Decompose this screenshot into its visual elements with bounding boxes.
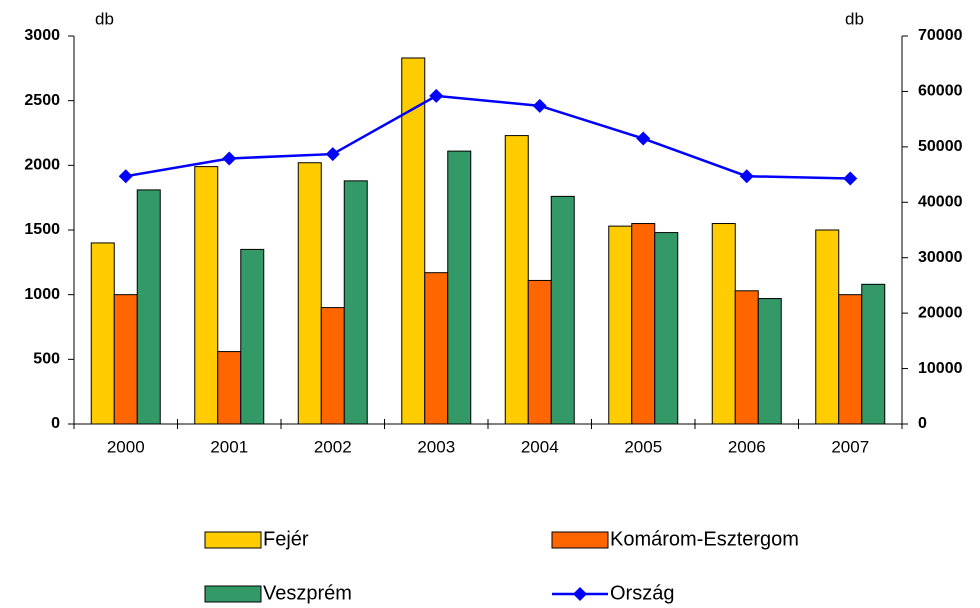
bar	[320, 307, 345, 425]
y2-tick-label: 20000	[918, 304, 963, 321]
line	[125, 94, 851, 180]
x-tick-label: 2007	[831, 437, 869, 456]
bar	[757, 298, 782, 425]
y2-tick-label: 30000	[918, 249, 963, 266]
y-tick-label: 1500	[24, 221, 60, 238]
y2-tick-label: 70000	[918, 27, 963, 44]
bar	[217, 351, 242, 425]
bar	[297, 162, 322, 425]
legend-swatch	[551, 531, 609, 549]
bar	[113, 294, 138, 425]
bar	[194, 166, 219, 425]
bar	[838, 294, 863, 425]
x-tick-label: 2006	[728, 437, 766, 456]
bar	[343, 180, 368, 425]
bar	[815, 229, 840, 425]
y2-unit: db	[845, 9, 864, 28]
bar	[401, 57, 426, 425]
y-tick-label: 2500	[24, 92, 60, 109]
bar	[447, 150, 472, 425]
marker	[429, 88, 444, 103]
marker	[843, 171, 858, 186]
x-tick-label: 2002	[314, 437, 352, 456]
bar	[711, 223, 736, 425]
y-tick-label: 500	[33, 351, 60, 368]
marker	[532, 98, 547, 113]
bar	[608, 225, 633, 425]
bar	[654, 232, 679, 425]
y2-tick-label: 0	[918, 415, 927, 432]
legend-label: Veszprém	[263, 582, 352, 604]
x-tick-label: 2000	[107, 437, 145, 456]
y-unit: db	[95, 9, 114, 28]
y-tick-label: 0	[51, 415, 60, 432]
legend-marker	[573, 587, 587, 601]
x-tick-label: 2005	[624, 437, 662, 456]
y-tick-label: 3000	[24, 27, 60, 44]
bar	[861, 283, 886, 425]
marker	[739, 169, 754, 184]
x-tick-label: 2004	[521, 437, 559, 456]
x-tick-label: 2001	[210, 437, 248, 456]
legend-label: Fejér	[263, 528, 309, 550]
bar	[90, 242, 115, 425]
marker	[222, 151, 237, 166]
marker	[118, 169, 133, 184]
bar	[527, 279, 552, 425]
y-tick-label: 1000	[24, 286, 60, 303]
bar	[504, 135, 529, 425]
y2-tick-label: 40000	[918, 194, 963, 211]
legend-label: Komárom-Esztergom	[610, 528, 799, 550]
y2-tick-label: 60000	[918, 83, 963, 100]
legend-swatch	[204, 585, 262, 603]
y2-tick-label: 50000	[918, 138, 963, 155]
marker	[325, 147, 340, 162]
bar	[136, 189, 161, 425]
legend-swatch	[204, 531, 262, 549]
bar	[424, 272, 449, 425]
legend-label: Ország	[610, 582, 674, 604]
bar	[550, 195, 575, 425]
marker	[636, 131, 651, 146]
bar	[240, 248, 265, 425]
bar	[631, 223, 656, 425]
y-tick-label: 2000	[24, 157, 60, 174]
bar	[734, 290, 759, 425]
x-tick-label: 2003	[417, 437, 455, 456]
y2-tick-label: 10000	[918, 360, 963, 377]
